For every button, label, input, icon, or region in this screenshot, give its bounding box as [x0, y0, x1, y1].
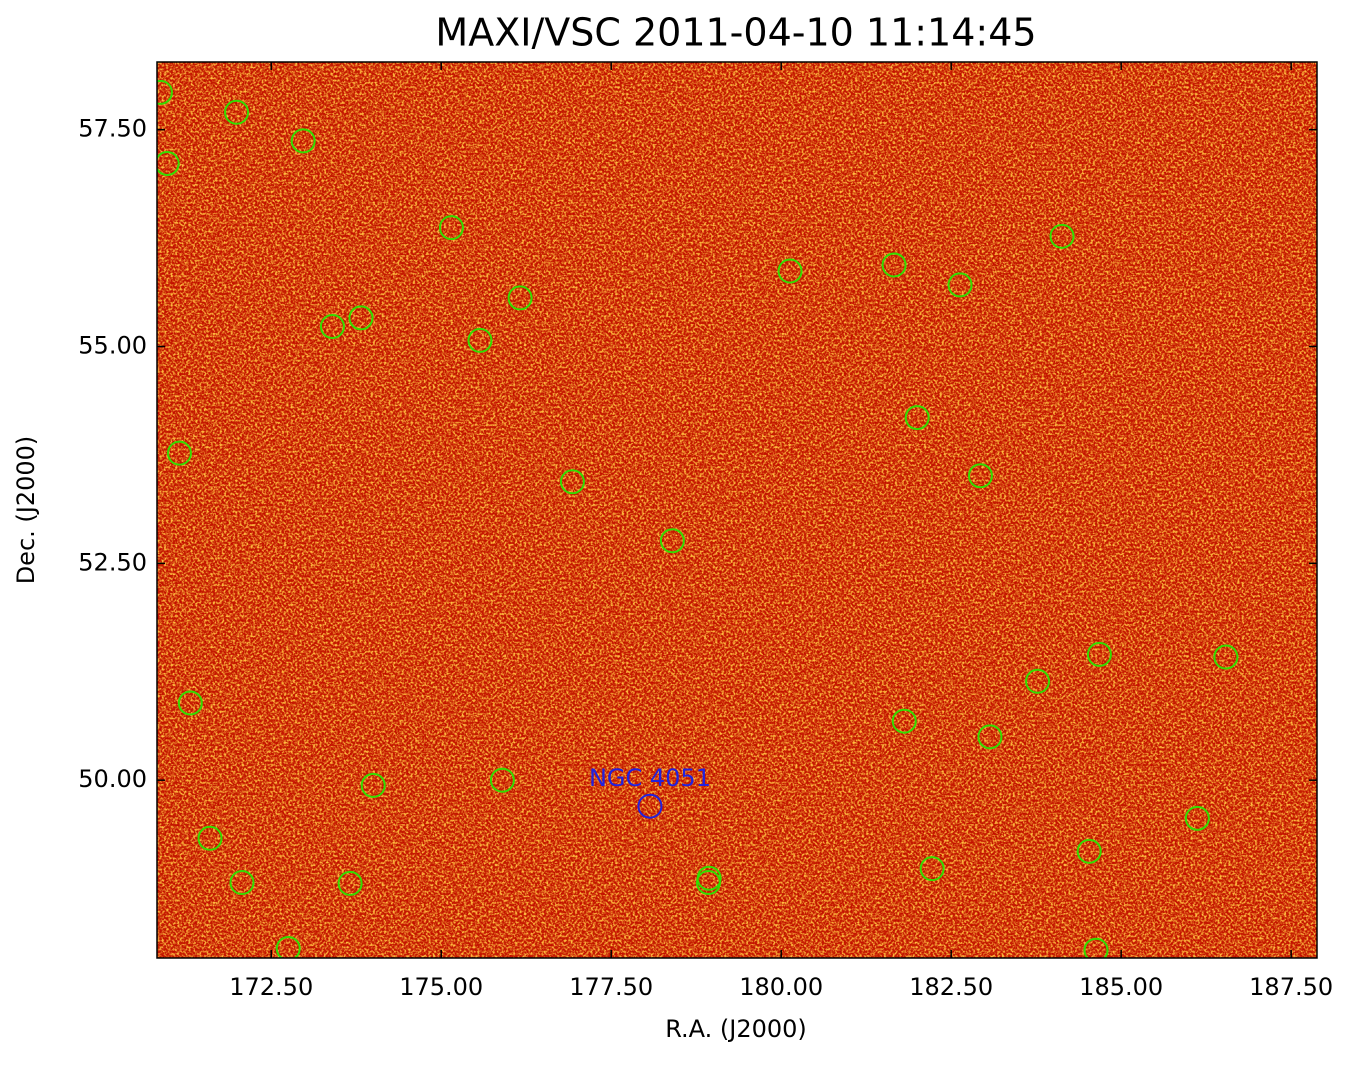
source-marker	[290, 128, 316, 154]
y-axis-label: Dec. (J2000)	[12, 436, 40, 585]
source-marker	[559, 469, 585, 495]
x-tick-label: 182.50	[909, 973, 993, 1001]
source-marker	[695, 870, 721, 896]
x-tick-label: 172.50	[229, 973, 313, 1001]
source-marker	[1083, 937, 1109, 958]
source-marker	[197, 825, 223, 851]
source-marker	[947, 272, 973, 298]
x-tick-label: 177.50	[569, 973, 653, 1001]
source-marker	[777, 258, 803, 284]
source-marker	[360, 772, 386, 798]
image-noise	[157, 62, 1317, 958]
source-marker	[489, 767, 515, 793]
x-tick-label: 180.00	[739, 973, 823, 1001]
source-marker	[229, 870, 255, 896]
chart-title: MAXI/VSC 2011-04-10 11:14:45	[435, 11, 1036, 55]
y-tick-label: 57.50	[78, 115, 147, 143]
x-tick-label: 187.50	[1249, 973, 1333, 1001]
source-marker	[904, 405, 930, 431]
source-marker	[157, 150, 180, 176]
source-marker	[1025, 668, 1051, 694]
source-marker	[977, 724, 1003, 750]
source-marker	[337, 870, 363, 896]
target-label: NGC 4051	[589, 764, 711, 792]
source-marker	[224, 99, 250, 125]
source-marker	[881, 252, 907, 278]
source-marker	[967, 463, 993, 489]
source-marker	[166, 440, 192, 466]
source-marker	[507, 285, 533, 311]
x-axis-label: R.A. (J2000)	[665, 1015, 807, 1043]
y-tick-label: 55.00	[78, 331, 147, 359]
source-marker	[891, 708, 917, 734]
source-marker	[659, 528, 685, 554]
source-marker	[1049, 223, 1075, 249]
source-marker	[319, 314, 345, 340]
source-marker	[275, 935, 301, 958]
source-marker	[157, 79, 173, 105]
source-marker	[1213, 644, 1239, 670]
source-marker	[919, 856, 945, 882]
target-marker	[637, 793, 663, 819]
plot-frame	[156, 61, 1318, 959]
source-marker	[467, 327, 493, 353]
source-marker	[348, 305, 374, 331]
x-tick-label: 175.00	[399, 973, 483, 1001]
source-marker	[1076, 838, 1102, 864]
source-marker	[177, 690, 203, 716]
plot-area	[157, 62, 1317, 958]
y-tick-label: 52.50	[78, 548, 147, 576]
y-tick-label: 50.00	[78, 765, 147, 793]
source-marker	[1086, 641, 1112, 667]
source-marker	[1184, 805, 1210, 831]
source-marker	[438, 215, 464, 241]
x-tick-label: 185.00	[1079, 973, 1163, 1001]
